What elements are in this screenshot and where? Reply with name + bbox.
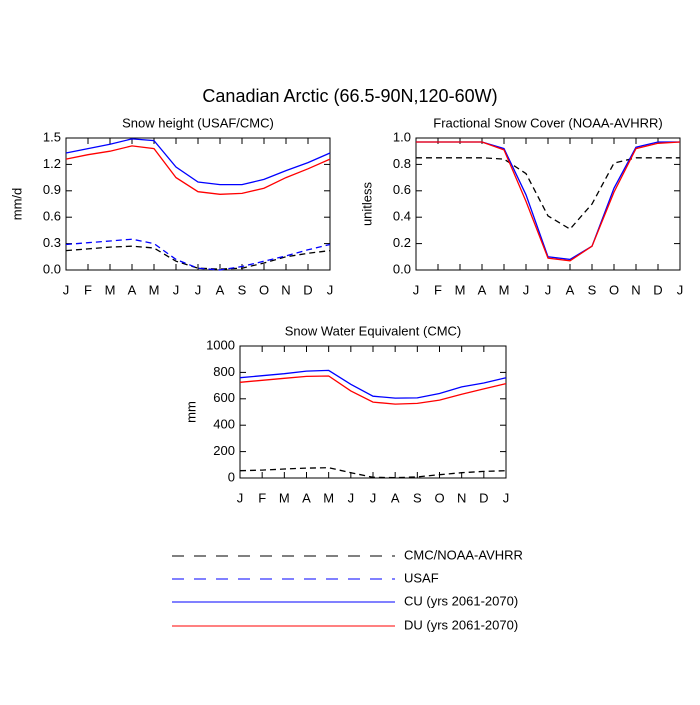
x-tick-label: J (370, 490, 377, 505)
y-tick-label: 0.9 (43, 182, 61, 197)
y-tick-label: 0.0 (43, 261, 61, 276)
series-line (65, 138, 331, 186)
y-tick-label: 1.0 (393, 129, 411, 144)
y-tick-label: 0.6 (393, 182, 411, 197)
plot-frame (65, 137, 331, 271)
plot-frame (239, 345, 507, 479)
y-tick-label: 1.5 (43, 129, 61, 144)
x-tick-label: F (84, 282, 92, 297)
series-line (416, 141, 681, 262)
panel-title: Snow height (USAF/CMC) (122, 115, 274, 130)
x-tick-label: A (391, 490, 400, 505)
series-line (239, 369, 507, 399)
series-line (416, 141, 680, 261)
x-tick-label: A (302, 490, 311, 505)
x-tick-label: J (413, 282, 420, 297)
y-tick-label: 1.2 (43, 156, 61, 171)
y-tick-label: 800 (213, 364, 235, 379)
y-tick-label: 400 (213, 417, 235, 432)
x-tick-label: S (413, 490, 422, 505)
y-tick-label: 0.0 (393, 261, 411, 276)
legend-label: CU (yrs 2061-2070) (404, 593, 518, 608)
x-tick-label: O (434, 490, 444, 505)
y-tick-label: 0 (228, 469, 235, 484)
x-tick-label: S (588, 282, 597, 297)
x-tick-label: J (677, 282, 684, 297)
y-tick-label: 200 (213, 443, 235, 458)
x-tick-label: J (63, 282, 70, 297)
y-tick-label: 0.2 (393, 235, 411, 250)
series-line (239, 467, 507, 479)
y-tick-label: 1000 (206, 337, 235, 352)
x-tick-label: F (434, 282, 442, 297)
series-line (65, 238, 331, 271)
x-tick-label: A (478, 282, 487, 297)
page-title: Canadian Arctic (66.5-90N,120-60W) (202, 86, 497, 106)
x-tick-label: F (258, 490, 266, 505)
y-tick-label: 0.3 (43, 235, 61, 250)
y-tick-label: 0.4 (393, 209, 411, 224)
y-tick-label: 0.6 (43, 209, 61, 224)
panel-title: Snow Water Equivalent (CMC) (285, 323, 462, 338)
series-line (65, 245, 331, 270)
x-tick-label: J (195, 282, 202, 297)
x-tick-label: M (149, 282, 160, 297)
x-tick-label: D (303, 282, 312, 297)
x-tick-label: O (609, 282, 619, 297)
legend-label: CMC/NOAA-AVHRR (404, 547, 523, 562)
legend-label: USAF (404, 570, 439, 585)
x-tick-label: M (323, 490, 334, 505)
y-tick-label: 0.8 (393, 156, 411, 171)
x-tick-label: M (499, 282, 510, 297)
x-tick-label: O (259, 282, 269, 297)
x-tick-label: M (455, 282, 466, 297)
x-tick-label: N (281, 282, 290, 297)
y-tick-label: 600 (213, 390, 235, 405)
x-tick-label: J (523, 282, 530, 297)
x-tick-label: J (503, 490, 510, 505)
x-tick-label: J (545, 282, 552, 297)
x-tick-label: M (279, 490, 290, 505)
x-tick-label: J (173, 282, 180, 297)
x-tick-label: A (128, 282, 137, 297)
x-tick-label: N (631, 282, 640, 297)
legend-label: DU (yrs 2061-2070) (404, 617, 518, 632)
x-tick-label: N (457, 490, 466, 505)
x-tick-label: D (479, 490, 488, 505)
y-axis-label: mm/d (9, 188, 24, 221)
y-axis-label: mm (183, 401, 198, 423)
y-axis-label: unitless (359, 181, 374, 226)
series-line (65, 145, 331, 195)
x-tick-label: S (238, 282, 247, 297)
x-tick-label: J (237, 490, 244, 505)
x-tick-label: D (653, 282, 662, 297)
series-line (416, 157, 680, 230)
x-tick-label: A (566, 282, 575, 297)
x-tick-label: A (216, 282, 225, 297)
series-line (239, 375, 507, 405)
panel-title: Fractional Snow Cover (NOAA-AVHRR) (433, 115, 662, 130)
x-tick-label: M (105, 282, 116, 297)
x-tick-label: J (348, 490, 355, 505)
x-tick-label: J (327, 282, 334, 297)
